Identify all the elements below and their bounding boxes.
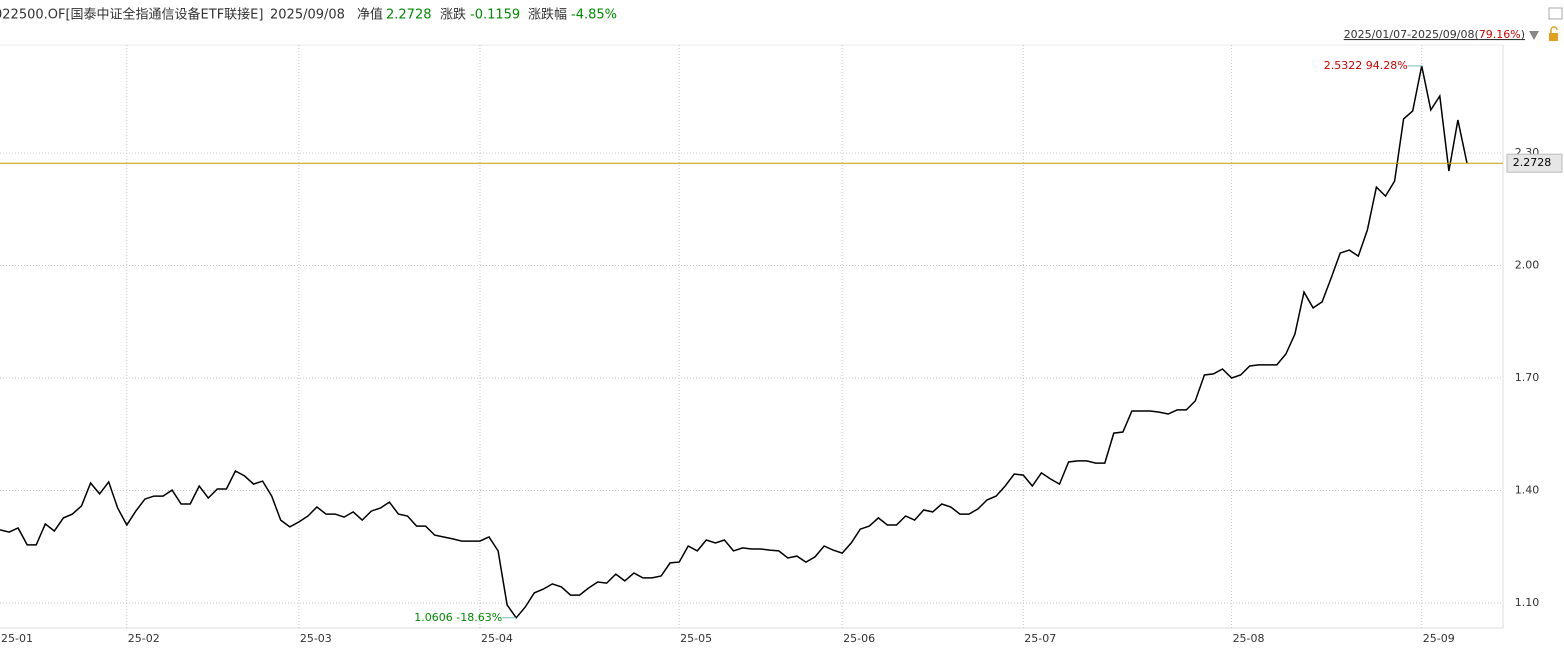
x-tick-label: 25-01	[1, 632, 33, 645]
range-change: 79.16%	[1479, 28, 1521, 41]
x-tick-label: 25-08	[1233, 632, 1265, 645]
y-tick-label: 1.10	[1515, 596, 1540, 609]
x-tick-label: 25-09	[1423, 632, 1455, 645]
x-tick-label: 25-03	[300, 632, 332, 645]
x-tick-label: 25-07	[1024, 632, 1056, 645]
x-tick-label: 25-04	[481, 632, 513, 645]
dropdown-icon[interactable]	[1529, 31, 1539, 40]
max-annotation: 2.5322 94.28%	[1324, 59, 1408, 72]
y-tick-label: 1.40	[1515, 483, 1540, 496]
current-price-label: 2.2728	[1513, 156, 1552, 169]
lock-shackle	[1550, 26, 1558, 33]
current-price-box	[1506, 153, 1563, 173]
min-annotation: 1.0606 -18.63%	[414, 611, 502, 624]
lock-icon[interactable]	[1549, 33, 1558, 41]
price-line-series	[0, 65, 1468, 620]
pct-label: 涨跌幅	[528, 7, 567, 23]
range-close: )	[1521, 28, 1525, 41]
x-tick-label: 25-02	[128, 632, 160, 645]
pct-value: -4.85%	[571, 8, 617, 23]
x-tick-label: 25-06	[843, 632, 875, 645]
nav-label: 净值	[357, 7, 383, 23]
x-tick-label: 25-05	[680, 632, 712, 645]
y-tick-label: 2.00	[1515, 258, 1540, 271]
change-value: -0.1159	[470, 8, 520, 23]
date: 2025/09/08	[270, 8, 345, 23]
change-label: 涨跌	[440, 7, 466, 23]
nav-value: 2.2728	[386, 8, 432, 23]
fund-code: 022500.OF[国泰中证全指通信设备ETF联接E]	[0, 7, 263, 23]
y-tick-label: 1.70	[1515, 371, 1540, 384]
wp-icon[interactable]	[1548, 7, 1563, 20]
range-dates: 2025/01/07-2025/09/08(	[1344, 28, 1479, 41]
range-label[interactable]: 2025/01/07-2025/09/08(79.16%)	[1344, 28, 1525, 41]
